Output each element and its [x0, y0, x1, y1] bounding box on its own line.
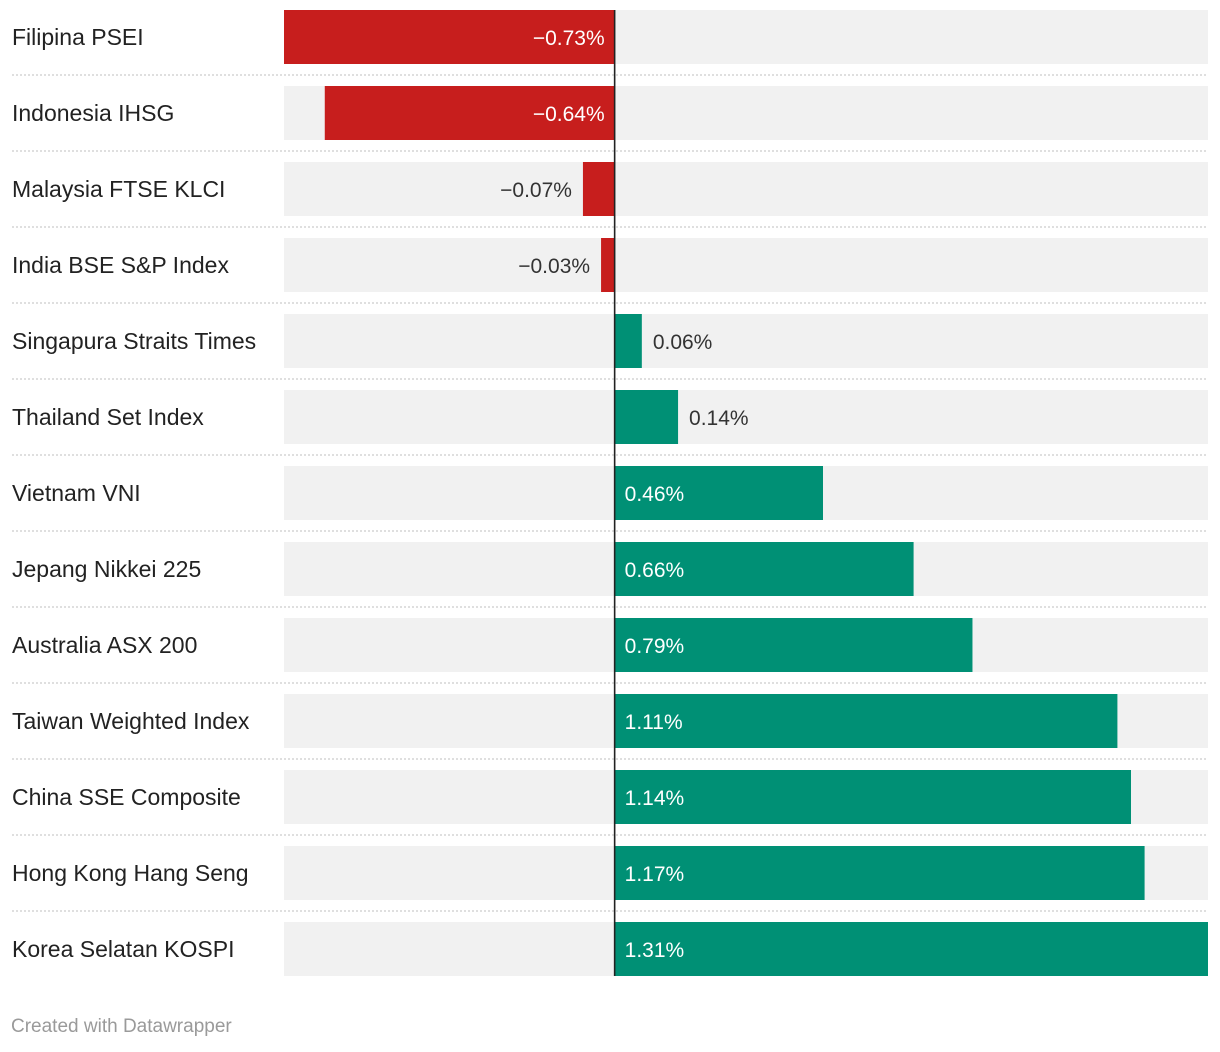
- category-label: Jepang Nikkei 225: [12, 556, 201, 582]
- category-label: Malaysia FTSE KLCI: [12, 176, 225, 202]
- bar: [614, 390, 679, 444]
- category-label: India BSE S&P Index: [12, 252, 229, 278]
- bar: [614, 618, 973, 672]
- value-label: −0.73%: [533, 27, 605, 50]
- bar: [614, 922, 1208, 976]
- value-label: 0.06%: [653, 331, 713, 354]
- bar: [614, 770, 1131, 824]
- bar: [614, 314, 642, 368]
- value-label: 1.31%: [625, 939, 685, 962]
- bar: [614, 542, 914, 596]
- category-label: China SSE Composite: [12, 784, 241, 810]
- bar: [614, 694, 1118, 748]
- bar: [324, 86, 615, 140]
- value-label: −0.07%: [500, 179, 572, 202]
- value-label: 1.14%: [625, 787, 685, 810]
- value-label: 0.14%: [689, 407, 749, 430]
- category-label: Australia ASX 200: [12, 632, 197, 658]
- value-label: −0.64%: [533, 103, 605, 126]
- value-label: 1.11%: [625, 711, 683, 734]
- bar: [614, 466, 823, 520]
- category-label: Taiwan Weighted Index: [12, 708, 250, 734]
- bar-chart: Filipina PSEI −0.73% Indonesia IHSG −0.64% M…: [12, 10, 1208, 976]
- category-label: Korea Selatan KOSPI: [12, 936, 234, 962]
- bar: [614, 846, 1145, 900]
- bar-track: [284, 390, 1208, 444]
- bar-track: [284, 162, 1208, 216]
- value-label: 0.79%: [625, 635, 685, 658]
- bar: [582, 162, 615, 216]
- category-label: Singapura Straits Times: [12, 328, 256, 354]
- bar: [284, 10, 615, 64]
- category-label: Thailand Set Index: [12, 404, 204, 430]
- bar-track: [284, 314, 1208, 368]
- credit-footer: Created with Datawrapper: [11, 1016, 232, 1037]
- value-label: 1.17%: [625, 863, 685, 886]
- category-label: Vietnam VNI: [12, 480, 141, 506]
- value-label: 0.66%: [625, 559, 685, 582]
- bar-track: [284, 238, 1208, 292]
- bar: [601, 238, 615, 292]
- value-label: 0.46%: [625, 483, 685, 506]
- category-label: Filipina PSEI: [12, 24, 144, 50]
- category-label: Hong Kong Hang Seng: [12, 860, 249, 886]
- category-label: Indonesia IHSG: [12, 100, 174, 126]
- value-label: −0.03%: [518, 255, 590, 278]
